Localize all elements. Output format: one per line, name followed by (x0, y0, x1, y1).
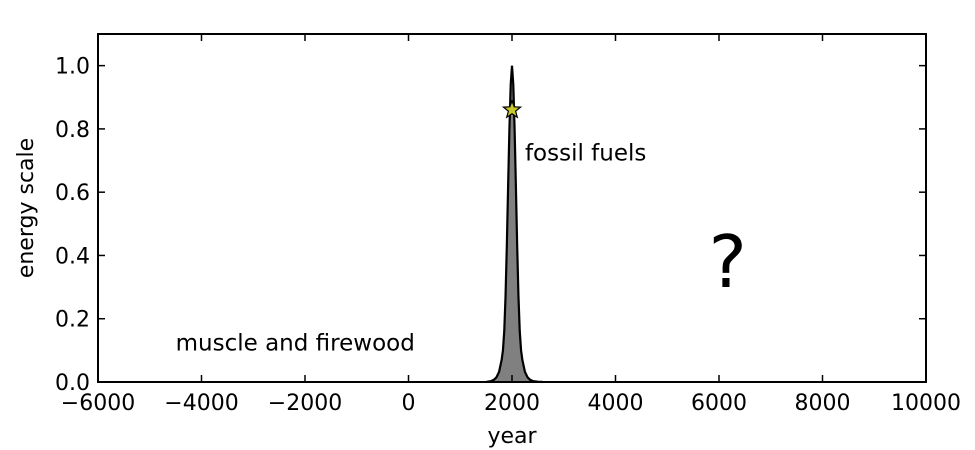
annotation-1: muscle and firewood (176, 330, 415, 356)
annotation-0: fossil fuels (525, 141, 646, 167)
y-tick-label: 0.4 (55, 244, 90, 269)
x-tick-label: 2000 (484, 391, 540, 416)
series-line-0 (485, 65, 544, 384)
annotation-2: ? (709, 220, 747, 304)
annotations-layer: fossil fuels muscle and firewood? (176, 141, 747, 357)
plot-content (485, 65, 544, 384)
y-tick-label: 0.6 (55, 181, 90, 206)
x-tick-label: 0 (402, 391, 416, 416)
x-axis-label: year (487, 424, 537, 449)
series-area-0 (486, 65, 544, 382)
y-tick-label: 0.0 (55, 371, 90, 396)
x-tick-label: 4000 (588, 391, 644, 416)
x-tick-label: 10000 (891, 391, 961, 416)
y-axis-label: energy scale (14, 138, 39, 278)
ticks-layer: −6000 −4000 −2000 0 2000 4000 6000 8000 10000 0.0… (55, 34, 961, 416)
star-marker-0 (501, 99, 523, 119)
x-tick-label: 6000 (691, 391, 747, 416)
y-tick-label: 0.8 (55, 118, 90, 143)
x-tick-label: −6000 (61, 391, 135, 416)
y-tick-label: 1.0 (55, 55, 90, 80)
x-tick-label: 8000 (795, 391, 851, 416)
x-tick-label: −4000 (164, 391, 238, 416)
y-tick-label: 0.2 (55, 308, 90, 333)
x-tick-label: −2000 (268, 391, 342, 416)
